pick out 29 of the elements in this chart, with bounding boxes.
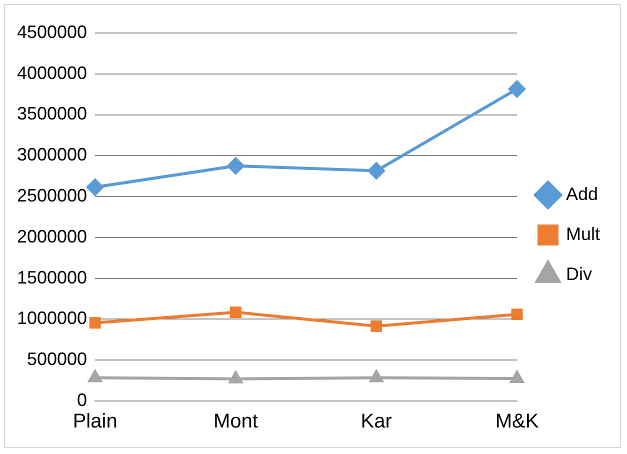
y-tick-label: 4500000 [16,22,88,42]
y-tick-label: 1500000 [16,267,88,288]
point [229,371,242,384]
y-tick-label: 2000000 [16,226,88,246]
y-tick-label: 4000000 [16,62,88,83]
y-tick-label: 3500000 [16,104,88,124]
point [89,317,101,329]
point [86,178,104,196]
point [370,370,384,382]
x-tick-label: Plain [72,410,118,433]
x-tick-label: Mont [213,410,258,433]
x-tick-label: Kar [360,410,392,433]
point [370,320,382,332]
y-tick-label: 1000000 [16,308,88,328]
point [511,308,523,320]
point [88,370,102,382]
point [230,306,242,318]
point [508,80,526,98]
y-tick-label: 500000 [26,349,88,370]
legend-label: Add [566,184,598,204]
y-tick-label: 2500000 [16,186,88,206]
x-tick-label: M&K [495,410,540,433]
y-tick-label: 3000000 [16,144,88,165]
point [227,157,244,174]
y-tick-label: 0 [77,390,88,410]
legend-label: Div [566,264,592,284]
legend-label: Mult [566,224,600,244]
point [510,371,524,384]
point [368,162,385,180]
